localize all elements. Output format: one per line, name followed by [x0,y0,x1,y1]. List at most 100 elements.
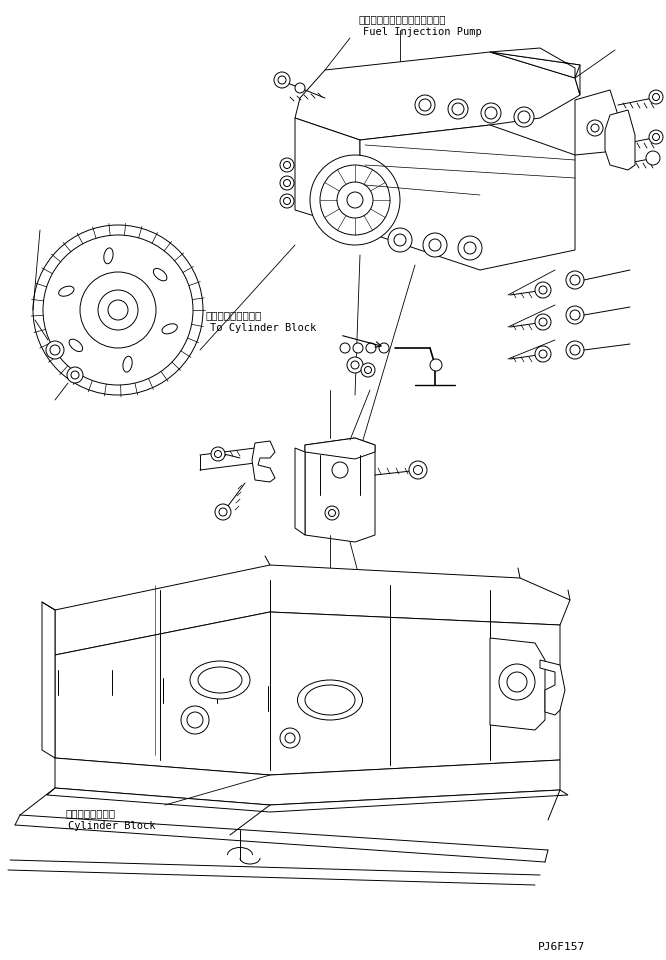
Ellipse shape [59,286,74,297]
Polygon shape [42,602,55,758]
Circle shape [285,733,295,743]
Polygon shape [295,118,360,230]
Circle shape [518,111,530,123]
Circle shape [507,672,527,692]
Circle shape [347,192,363,208]
Circle shape [71,371,79,379]
Circle shape [310,155,400,245]
Circle shape [364,367,372,373]
Polygon shape [305,438,375,542]
Circle shape [351,361,359,369]
Circle shape [409,461,427,479]
Ellipse shape [198,667,242,693]
Circle shape [280,176,294,190]
Ellipse shape [153,269,167,281]
Circle shape [284,161,290,169]
Text: シリンダブロック: シリンダブロック [65,808,115,818]
Polygon shape [575,90,618,155]
Polygon shape [605,110,635,170]
Circle shape [43,235,193,385]
Circle shape [419,99,431,111]
Circle shape [187,712,203,728]
Circle shape [280,194,294,208]
Circle shape [394,234,406,246]
Circle shape [214,450,222,458]
Circle shape [535,282,551,298]
Circle shape [211,447,225,461]
Circle shape [347,357,363,373]
Circle shape [514,107,534,127]
Circle shape [485,107,497,119]
Polygon shape [252,441,275,482]
Circle shape [566,271,584,289]
Polygon shape [47,788,568,812]
Circle shape [67,367,83,383]
Circle shape [591,124,599,132]
Polygon shape [540,660,565,715]
Circle shape [284,198,290,204]
Circle shape [566,306,584,324]
Polygon shape [295,52,580,140]
Circle shape [430,359,442,371]
Circle shape [570,345,580,355]
Circle shape [539,318,547,326]
Circle shape [219,508,227,516]
Ellipse shape [104,248,113,264]
Circle shape [33,225,203,395]
Polygon shape [55,612,560,775]
Circle shape [649,90,663,104]
Text: PJ6F157: PJ6F157 [538,942,585,952]
Polygon shape [55,565,570,655]
Circle shape [46,341,64,359]
Polygon shape [55,758,560,805]
Circle shape [280,728,300,748]
Circle shape [653,133,659,140]
Circle shape [539,286,547,294]
Circle shape [458,236,482,260]
Circle shape [452,103,464,115]
Circle shape [215,504,231,520]
Circle shape [274,72,290,88]
Ellipse shape [190,661,250,699]
Circle shape [423,233,447,257]
Circle shape [539,350,547,358]
Circle shape [566,341,584,359]
Ellipse shape [69,339,83,351]
Circle shape [499,664,535,700]
Circle shape [108,300,128,320]
Circle shape [320,165,390,235]
Circle shape [325,506,339,520]
Circle shape [98,290,138,330]
Polygon shape [360,125,575,270]
Circle shape [587,120,603,136]
Circle shape [181,706,209,734]
Circle shape [295,83,305,93]
Text: Cylinder Block: Cylinder Block [68,821,155,831]
Ellipse shape [305,685,355,715]
Circle shape [429,239,441,251]
Circle shape [361,363,375,377]
Circle shape [448,99,468,119]
Circle shape [337,182,373,218]
Text: To Cylinder Block: To Cylinder Block [210,323,316,333]
Circle shape [328,510,336,516]
Text: フェルインジェクションポンプ: フェルインジェクションポンプ [358,14,446,24]
Circle shape [80,272,156,348]
Circle shape [649,130,663,144]
Polygon shape [295,448,305,535]
Circle shape [366,343,376,353]
Circle shape [50,345,60,355]
Circle shape [646,151,660,165]
Circle shape [379,343,389,353]
Polygon shape [490,48,580,78]
Circle shape [340,343,350,353]
Circle shape [535,314,551,330]
Circle shape [332,462,348,478]
Polygon shape [305,438,375,459]
Circle shape [414,466,422,474]
Ellipse shape [123,356,132,372]
Text: Fuel Injection Pump: Fuel Injection Pump [363,27,482,37]
Polygon shape [490,52,580,95]
Ellipse shape [162,324,177,334]
Circle shape [535,346,551,362]
